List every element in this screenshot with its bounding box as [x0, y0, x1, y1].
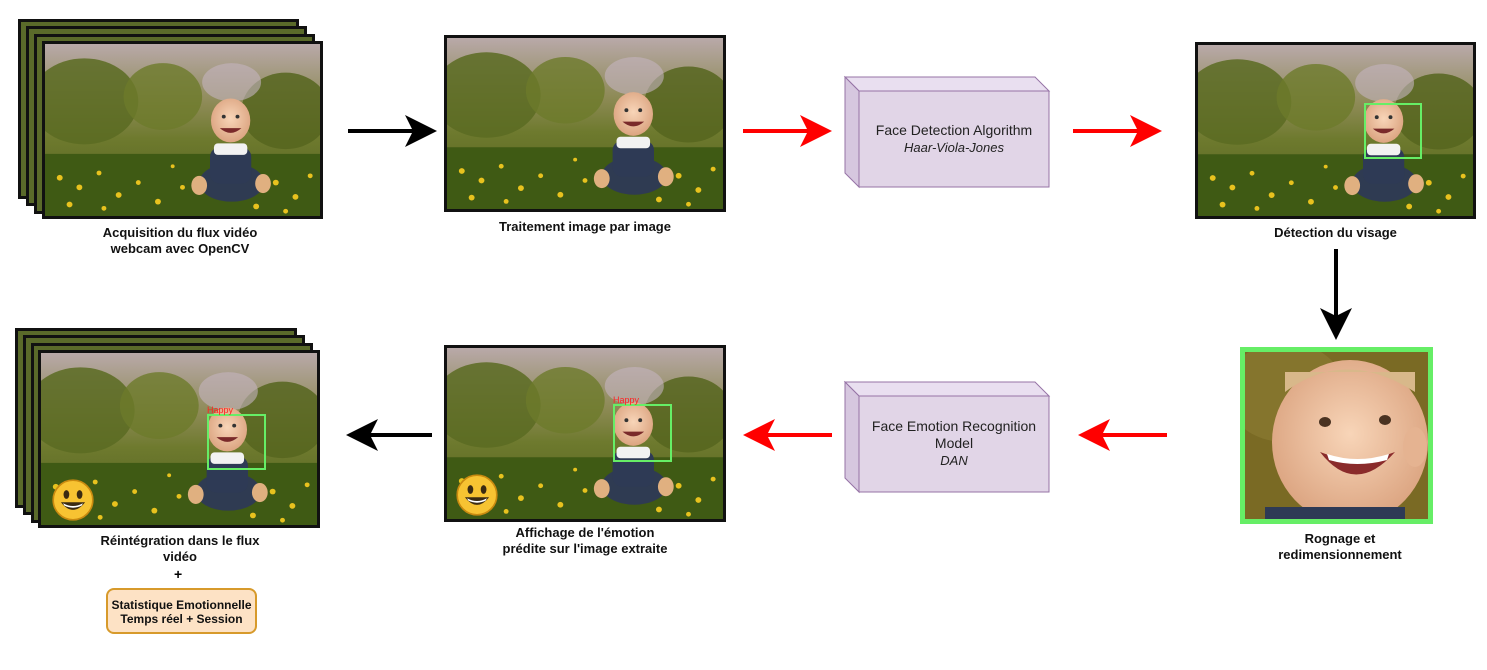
traitement-frame [444, 35, 726, 212]
caption-affichage: Affichage de l'émotion prédite sur l'ima… [502, 525, 668, 556]
plus-sign: + [174, 566, 183, 582]
cropped-face-photo [1245, 352, 1428, 519]
acquisition-frame [42, 41, 323, 219]
statistics-box: Statistique Emotionnelle Temps réel + Se… [106, 588, 257, 634]
caption-rognage: Rognage et redimensionnement [1278, 531, 1402, 562]
emotion-model-box [843, 380, 1051, 494]
caption-detection: Détection du visage [1274, 225, 1397, 240]
reintegration-frame: Happy [38, 350, 320, 528]
cropped-face-frame [1240, 347, 1433, 524]
emotion-model-title: Face Emotion Recognition Model [871, 418, 1037, 451]
caption-acquisition: Acquisition du flux vidéo webcam avec Op… [102, 225, 258, 256]
emotion-model-subtitle: DAN [940, 453, 968, 468]
caption-reintegration: Réintégration dans le flux vidéo [100, 533, 260, 564]
face-bounding-box [613, 404, 672, 462]
emotion-model-label: Face Emotion Recognition Model DAN [859, 418, 1049, 469]
emotion-label: Happy [207, 405, 234, 415]
caption-traitement: Traitement image par image [499, 219, 671, 234]
face-bounding-box [207, 414, 266, 470]
face-bounding-box [1364, 103, 1422, 159]
face-detection-title: Face Detection Algorithm [875, 122, 1033, 138]
emotion-label: Happy [613, 395, 640, 405]
face-detection-label: Face Detection Algorithm Haar-Viola-Jone… [859, 122, 1049, 156]
face-detection-box [843, 75, 1051, 189]
detection-frame [1195, 42, 1476, 219]
affichage-frame: Happy [444, 345, 726, 522]
face-detection-subtitle: Haar-Viola-Jones [904, 140, 1004, 155]
